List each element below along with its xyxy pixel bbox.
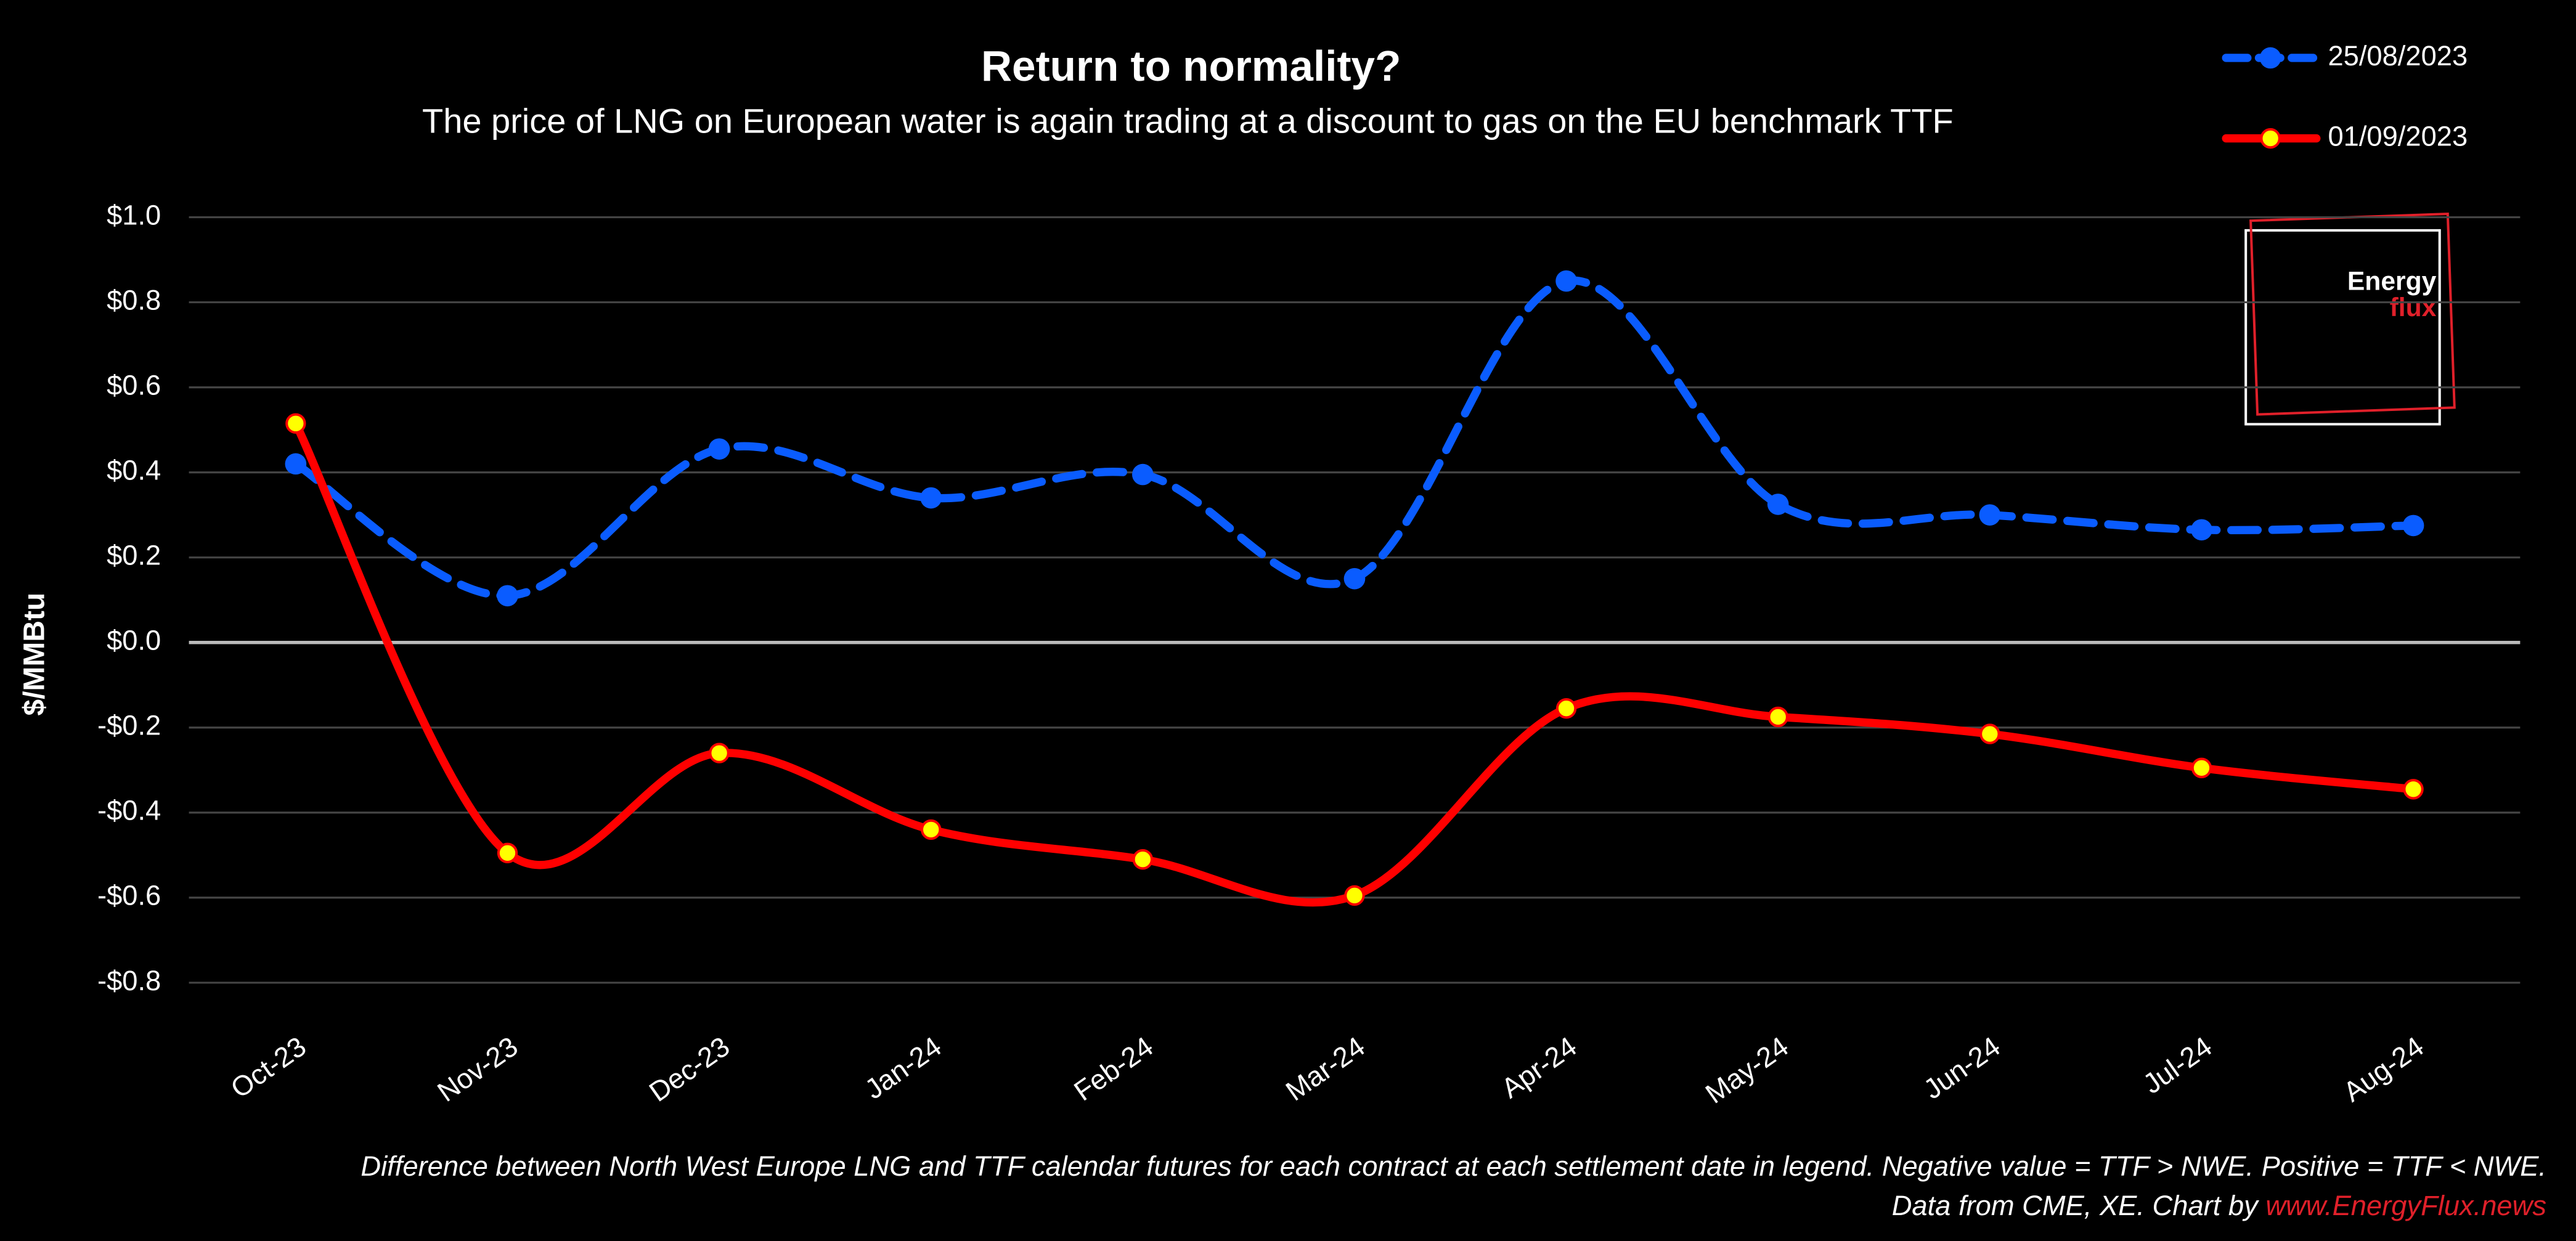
source-link[interactable]: www.EnergyFlux.news [2265, 1190, 2546, 1221]
footnote: Difference between North West Europe LNG… [361, 1150, 2546, 1182]
point [497, 842, 518, 863]
legend-label: 01/09/2023 [2328, 121, 2468, 152]
y-tick-label: $0.8 [107, 285, 161, 316]
point [285, 413, 306, 434]
point [709, 743, 730, 763]
point [1555, 698, 1577, 719]
point [1767, 494, 1789, 515]
point [920, 487, 942, 509]
point [1979, 723, 2000, 744]
y-tick-label: -$0.6 [97, 880, 161, 911]
point [2402, 515, 2424, 537]
point [1555, 270, 1577, 292]
chart-title: Return to normality? [981, 42, 1401, 90]
point [2191, 757, 2212, 778]
point [921, 819, 942, 840]
point [1767, 706, 1788, 728]
y-tick-label: $0.0 [107, 625, 161, 656]
logo-text: flux [2390, 293, 2437, 322]
logo-text: Energy [2347, 266, 2437, 296]
point [2403, 779, 2424, 800]
logo-box [2244, 229, 2441, 426]
y-tick-label: $1.0 [107, 200, 161, 231]
y-tick-label: $0.2 [107, 540, 161, 571]
chart-subtitle: The price of LNG on European water is ag… [422, 101, 1954, 140]
point [1344, 885, 1365, 906]
y-tick-label: $0.6 [107, 370, 161, 401]
source-text: Data from CME, XE. Chart by [1892, 1190, 2266, 1221]
source: Data from CME, XE. Chart by www.EnergyFl… [1892, 1190, 2546, 1221]
y-tick-label: -$0.2 [97, 710, 161, 741]
y-tick-label: -$0.4 [97, 795, 161, 826]
y-tick-label: $0.4 [107, 455, 161, 486]
point [708, 438, 730, 460]
legend-marker [2259, 47, 2281, 69]
legend-label: 25/08/2023 [2328, 40, 2468, 71]
y-axis-label: $/MMBtu [18, 593, 51, 716]
point [497, 585, 518, 607]
point [1132, 463, 1154, 486]
y-tick-label: -$0.8 [97, 965, 161, 996]
legend-marker [2260, 128, 2281, 149]
point [2191, 519, 2212, 541]
series-line [291, 419, 2418, 907]
point [285, 453, 307, 475]
point [1343, 568, 1366, 590]
point [1132, 849, 1154, 870]
point [1979, 504, 2001, 526]
